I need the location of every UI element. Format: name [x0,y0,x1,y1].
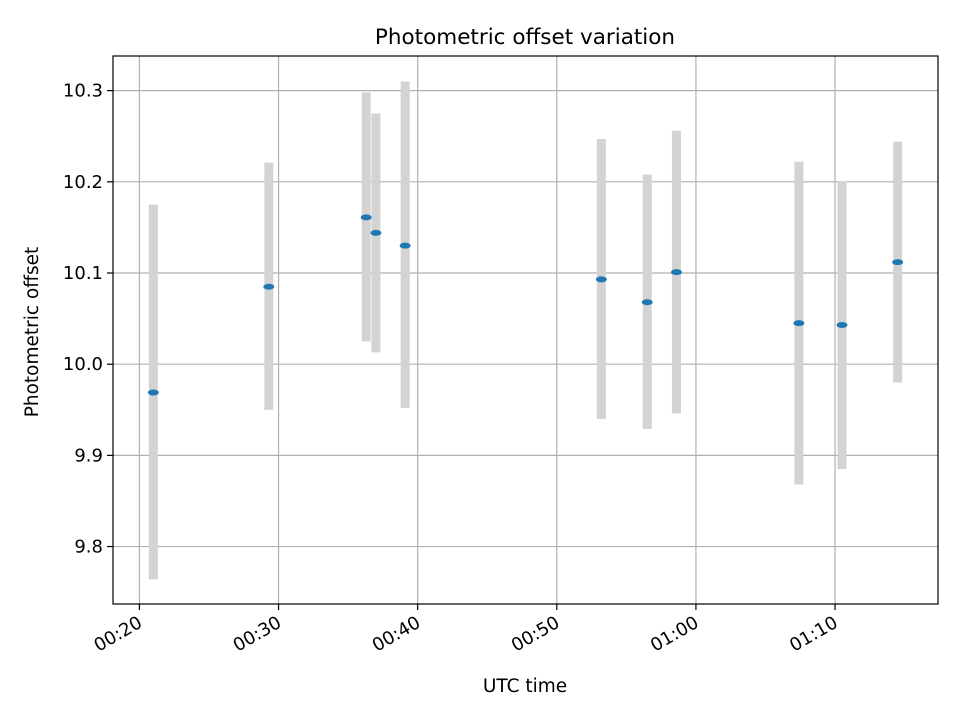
data-point [836,321,848,328]
data-point [370,229,382,236]
chart-title: Photometric offset variation [375,25,675,50]
y-tick-label: 10.0 [63,354,103,375]
y-axis-label: Photometric offset [22,247,43,418]
plot-frame [112,55,939,605]
data-point [670,269,682,276]
y-tick-label: 10.2 [63,172,103,193]
data-points [147,214,904,396]
y-tick-label: 9.8 [74,537,103,558]
y-tick-label: 9.9 [74,445,103,466]
y-tick-label: 10.3 [63,81,103,102]
data-point [793,320,805,327]
data-point [399,242,411,249]
y-tick-label: 10.1 [63,263,103,284]
data-point [641,299,653,306]
data-point [892,259,904,266]
y-axis-ticks: 9.8 9.9 10.0 10.1 10.2 10.3 [63,81,113,558]
x-axis-label: UTC time [483,676,567,697]
data-point [595,276,607,283]
data-point [263,283,275,290]
data-point [147,389,159,396]
data-point [360,214,372,221]
